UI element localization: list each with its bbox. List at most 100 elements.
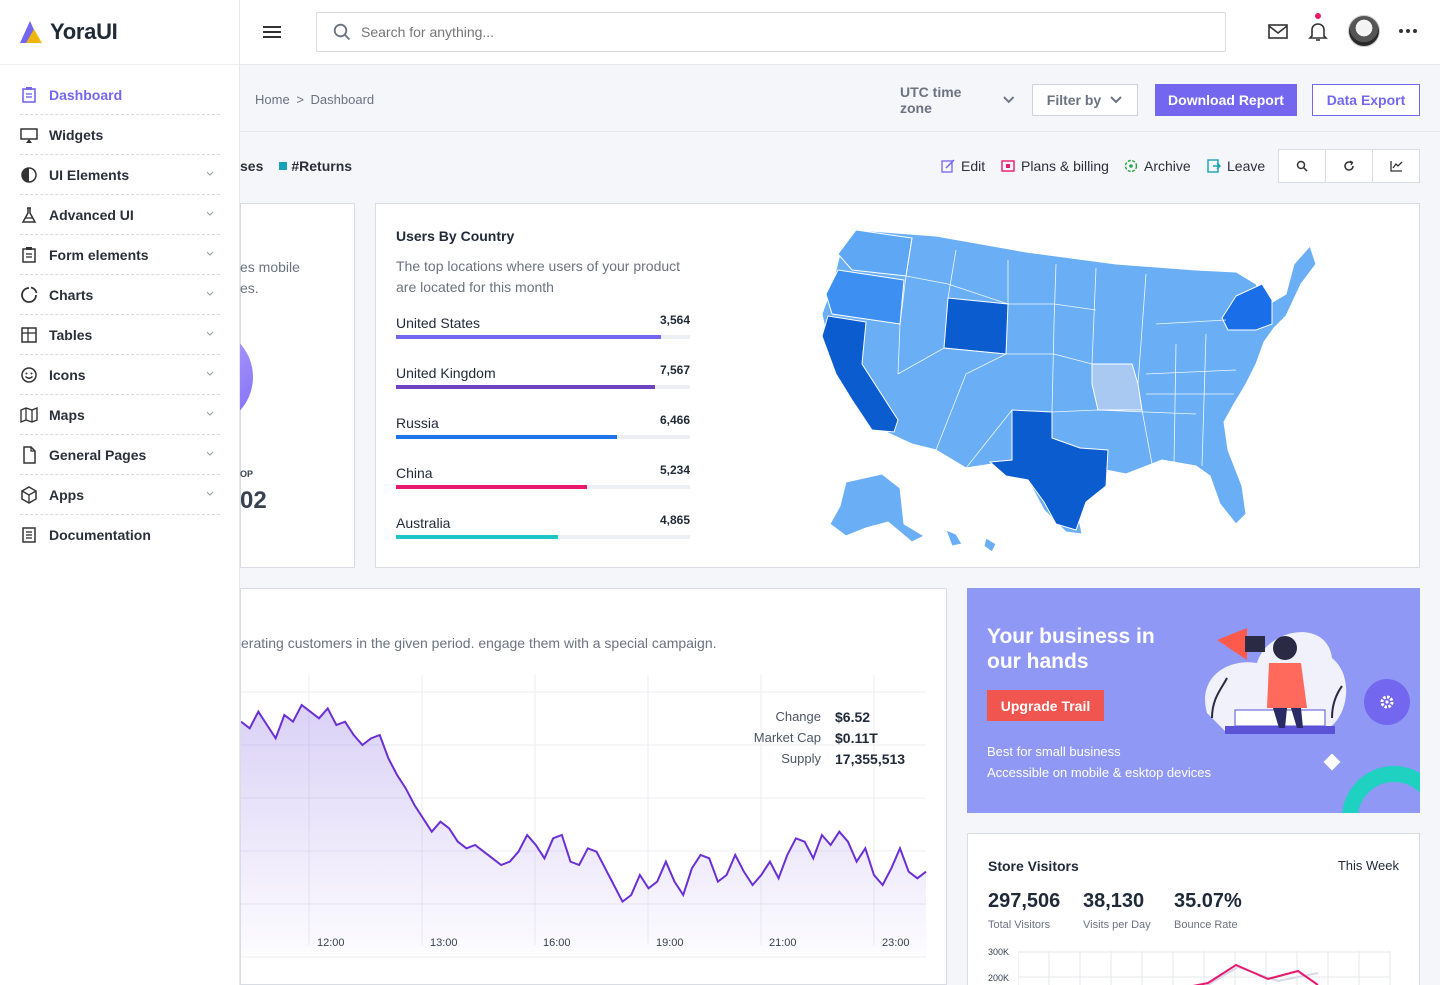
- sidebar-item-label: Dashboard: [49, 86, 123, 103]
- country-progress-track: [396, 485, 690, 489]
- stat-label: Total Visitors: [988, 919, 1051, 931]
- timezone-select[interactable]: UTC time zone: [900, 84, 1015, 116]
- activity-chart-card: erating customers in the given period. e…: [240, 588, 947, 985]
- monitor-icon: [20, 127, 38, 143]
- archive-action[interactable]: Archive: [1124, 158, 1191, 174]
- marketing-illustration: [1205, 628, 1347, 734]
- country-name: United States: [396, 315, 481, 331]
- document-icon: [22, 527, 36, 543]
- card-subtitle: The top locations where users of your pr…: [396, 258, 681, 295]
- chevron-down-icon: [1110, 96, 1122, 104]
- country-row: Russia 6,466: [396, 413, 690, 439]
- search-input[interactable]: [361, 24, 1161, 40]
- x-tick-label: 23:00: [882, 937, 910, 949]
- country-value: 7,567: [659, 363, 690, 377]
- store-visitors-card: Store Visitors This Week 297,506 Total V…: [967, 833, 1420, 985]
- search-box[interactable]: [316, 12, 1226, 52]
- sidebar: YoraUI Dashboard Widgets UI Elements Advanc…: [0, 0, 240, 985]
- country-progress-track: [396, 385, 690, 389]
- legend-item-fragment: ses: [240, 158, 264, 174]
- trend-button[interactable]: [1373, 150, 1419, 182]
- stat-value: $6.52: [835, 708, 871, 725]
- sidebar-item-label: Advanced UI: [49, 206, 134, 223]
- store-visitors-title: Store Visitors: [988, 858, 1079, 874]
- stat-label: Change: [775, 709, 821, 724]
- upgrade-trail-button[interactable]: Upgrade Trail: [987, 690, 1104, 721]
- breadcrumb-home[interactable]: Home: [255, 92, 290, 107]
- download-report-button[interactable]: Download Report: [1155, 84, 1297, 116]
- leave-action[interactable]: Leave: [1207, 158, 1265, 174]
- edit-label: Edit: [961, 158, 986, 174]
- hamburger-menu-icon[interactable]: [262, 22, 282, 42]
- stat-row: Supply 17,355,513: [731, 748, 905, 769]
- sidebar-item-documentation[interactable]: Documentation: [20, 515, 220, 555]
- country-progress-fill: [396, 485, 588, 489]
- usa-map: [821, 229, 1317, 553]
- filter-by-button[interactable]: Filter by: [1032, 84, 1138, 116]
- users-by-country-card: Users By Country The top locations where…: [375, 203, 1420, 568]
- chevron-down-icon: [206, 451, 214, 456]
- chevron-down-icon: [206, 291, 214, 296]
- country-value: 5,234: [659, 463, 690, 477]
- plans-billing-action[interactable]: Plans & billing: [1001, 158, 1109, 174]
- y-axis-label: 300K: [988, 947, 1010, 957]
- search-icon: [1296, 160, 1308, 172]
- sidebar-item-label: Widgets: [49, 126, 104, 143]
- archive-label: Archive: [1144, 158, 1191, 174]
- settings-fab[interactable]: [1364, 679, 1410, 725]
- sidebar-item-tables[interactable]: Tables: [20, 315, 220, 355]
- mail-icon[interactable]: [1267, 20, 1289, 42]
- more-options-icon[interactable]: [1397, 20, 1419, 42]
- data-export-button[interactable]: Data Export: [1312, 84, 1420, 116]
- stat-label: Market Cap: [753, 730, 821, 745]
- sidebar-item-maps[interactable]: Maps: [20, 395, 220, 435]
- sidebar-item-general-pages[interactable]: General Pages: [20, 435, 220, 475]
- edit-icon: [941, 159, 955, 173]
- breadcrumb-current: Dashboard: [310, 92, 375, 107]
- chevron-down-icon: [206, 251, 214, 256]
- sidebar-item-apps[interactable]: Apps: [20, 475, 220, 515]
- zoom-button[interactable]: [1279, 150, 1326, 182]
- sidebar-item-dashboard[interactable]: Dashboard: [20, 75, 220, 115]
- edit-action[interactable]: Edit: [941, 158, 985, 174]
- legend-item-returns: #Returns: [291, 158, 353, 174]
- map-icon: [20, 406, 38, 423]
- map-mainland: [821, 229, 1317, 535]
- brand[interactable]: YoraUI: [0, 0, 239, 65]
- country-progress-track: [396, 335, 690, 339]
- refresh-button[interactable]: [1326, 150, 1373, 182]
- sidebar-item-ui-elements[interactable]: UI Elements: [20, 155, 220, 195]
- topbar: [240, 0, 1440, 65]
- stat-label: Supply: [781, 751, 821, 766]
- chart-ring-icon: [21, 286, 38, 303]
- sidebar-item-label: Maps: [49, 406, 85, 423]
- clipboard-icon: [22, 86, 36, 103]
- bounce-rate-stat: 35.07% Bounce Rate: [1174, 890, 1242, 931]
- sidebar-item-icons[interactable]: Icons: [20, 355, 220, 395]
- brand-logo-icon: [20, 21, 42, 43]
- sidebar-item-charts[interactable]: Charts: [20, 275, 220, 315]
- country-name: United Kingdom: [396, 365, 496, 381]
- period-select[interactable]: This Week: [1337, 858, 1399, 873]
- sidebar-item-advanced-ui[interactable]: Advanced UI: [20, 195, 220, 235]
- country-row: United States 3,564: [396, 313, 690, 339]
- x-tick-label: 21:00: [769, 937, 797, 949]
- sidebar-item-label: Form elements: [49, 246, 149, 263]
- promo-card: Your business in our hands Upgrade Trail…: [967, 588, 1420, 813]
- map-hawaii: [945, 529, 997, 553]
- x-tick-label: 19:00: [656, 937, 684, 949]
- x-tick-label: 13:00: [430, 937, 458, 949]
- sidebar-item-label: UI Elements: [49, 166, 130, 183]
- avatar[interactable]: [1348, 15, 1380, 47]
- sidebar-item-widgets[interactable]: Widgets: [20, 115, 220, 155]
- chart-subtitle: erating customers in the given period. e…: [241, 635, 717, 651]
- bell-icon[interactable]: [1307, 20, 1329, 42]
- search-icon: [333, 23, 351, 41]
- card-title: Users By Country: [396, 228, 515, 244]
- notification-dot: [1315, 13, 1321, 19]
- leave-label: Leave: [1227, 158, 1266, 174]
- summary-small-label: OP: [240, 469, 254, 479]
- chevron-down-icon: [206, 331, 214, 336]
- legend: ses #Returns: [240, 158, 352, 174]
- sidebar-item-form-elements[interactable]: Form elements: [20, 235, 220, 275]
